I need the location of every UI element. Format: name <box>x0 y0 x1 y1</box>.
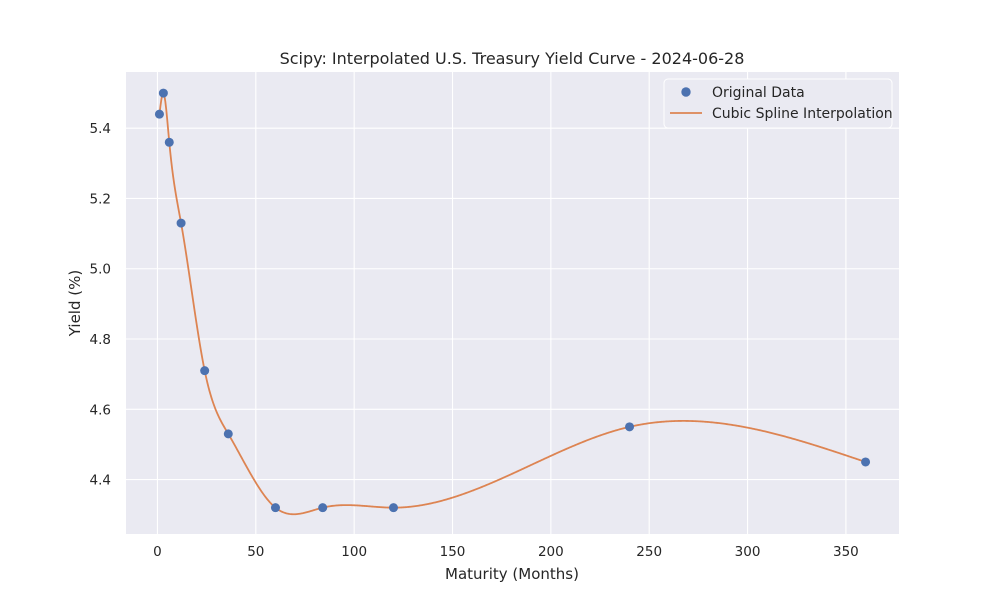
legend-label-original-data: Original Data <box>712 85 805 101</box>
data-point <box>223 429 233 439</box>
legend: Original Data Cubic Spline Interpolation <box>663 78 893 129</box>
x-tick-label: 50 <box>247 544 264 560</box>
x-tick-label: 250 <box>636 544 662 560</box>
data-point <box>164 137 174 147</box>
x-tick-label: 100 <box>341 544 367 560</box>
data-point <box>318 503 328 513</box>
y-axis-label: Yield (%) <box>66 270 84 337</box>
x-tick-label: 300 <box>735 544 761 560</box>
data-point <box>861 457 871 467</box>
y-tick-label: 5.4 <box>90 121 111 137</box>
y-axis-ticks: 4.4 4.6 4.8 5.0 5.2 5.4 <box>90 121 111 488</box>
y-tick-label: 5.2 <box>90 191 111 207</box>
y-tick-label: 4.8 <box>90 332 111 348</box>
data-point <box>389 503 399 513</box>
data-points-layer <box>154 88 871 513</box>
x-tick-label: 200 <box>538 544 564 560</box>
legend-label-spline: Cubic Spline Interpolation <box>712 106 893 122</box>
x-tick-label: 150 <box>440 544 466 560</box>
data-point <box>176 218 186 228</box>
legend-marker-original-data <box>681 87 691 97</box>
y-tick-label: 4.6 <box>90 402 111 418</box>
data-point <box>200 366 210 376</box>
plot-area <box>126 72 899 534</box>
data-point <box>625 422 635 432</box>
data-point <box>158 88 168 98</box>
chart-title: Scipy: Interpolated U.S. Treasury Yield … <box>280 49 745 68</box>
data-point <box>154 109 164 119</box>
y-tick-label: 4.4 <box>90 473 111 489</box>
x-axis-label: Maturity (Months) <box>445 565 579 583</box>
data-point <box>270 503 280 513</box>
x-tick-label: 350 <box>833 544 859 560</box>
x-axis-ticks: 0 50 100 150 200 250 300 350 <box>153 544 859 560</box>
x-tick-label: 0 <box>153 544 162 560</box>
legend-box <box>663 78 893 129</box>
y-tick-label: 5.0 <box>90 262 111 278</box>
